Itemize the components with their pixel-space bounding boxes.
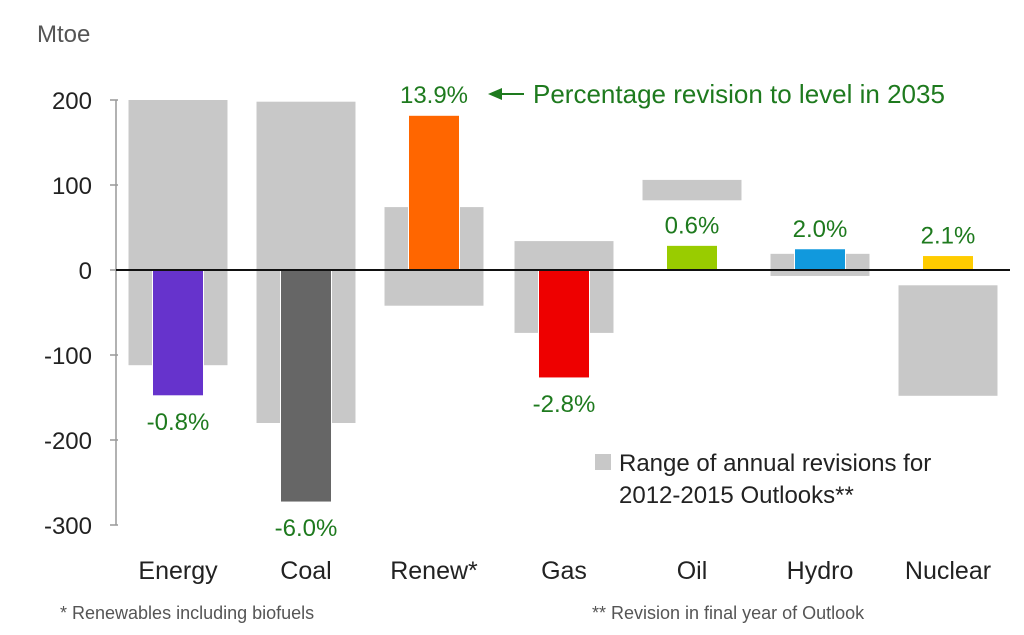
legend-text-line-1: Range of annual revisions for <box>619 450 931 477</box>
y-axis-ticks: 200 100 0 -100 -200 -300 <box>44 88 118 540</box>
chart: Mtoe 200 100 0 -100 -200 -300 -0.8% -6.0% 13.9%… <box>37 21 1010 585</box>
pct-label-nuclear: 2.1% <box>921 223 976 250</box>
annotation-arrow-head <box>488 88 502 100</box>
category-labels: Energy Coal Renew* Gas Oil Hydro Nuclear <box>138 557 991 585</box>
range-bar-nuclear <box>898 285 998 396</box>
y-tick-label-5: -300 <box>44 513 92 540</box>
category-label-energy: Energy <box>138 557 218 585</box>
axes <box>115 100 1010 525</box>
y-tick-label-2: 0 <box>79 258 92 285</box>
category-label-coal: Coal <box>280 557 331 585</box>
y-tick-label-4: -200 <box>44 428 92 455</box>
bar-renew <box>408 114 460 271</box>
y-tick-label-1: 100 <box>52 173 92 200</box>
pct-label-energy: -0.8% <box>147 409 210 436</box>
category-label-oil: Oil <box>677 557 708 585</box>
percentage-labels: -0.8% -6.0% 13.9% -2.8% 0.6% 2.0% 2.1% <box>147 82 976 542</box>
bar-hydro <box>794 248 846 271</box>
y-tick-label-3: -100 <box>44 343 92 370</box>
pct-label-hydro: 2.0% <box>793 216 848 243</box>
bar-gas <box>538 269 590 379</box>
annotation: Percentage revision to level in 2035 <box>488 79 945 109</box>
legend: Range of annual revisions for 2012-2015 … <box>595 450 931 509</box>
category-label-gas: Gas <box>541 557 587 585</box>
category-label-renew: Renew* <box>390 557 478 585</box>
footnote-renewables: * Renewables including biofuels <box>60 603 315 623</box>
pct-label-oil: 0.6% <box>665 212 720 239</box>
legend-text-line-2: 2012-2015 Outlooks** <box>619 482 854 509</box>
pct-label-gas: -2.8% <box>533 391 596 418</box>
range-bar-oil <box>642 179 742 201</box>
y-tick-label-0: 200 <box>52 88 92 115</box>
pct-label-coal: -6.0% <box>275 515 338 542</box>
bar-nuclear <box>922 255 974 271</box>
annotation-text: Percentage revision to level in 2035 <box>533 79 945 109</box>
bar-coal <box>280 269 332 503</box>
pct-label-renew: 13.9% <box>400 82 468 109</box>
legend-swatch <box>595 454 611 470</box>
y-unit-label: Mtoe <box>37 21 90 48</box>
category-label-hydro: Hydro <box>787 557 854 585</box>
bar-oil <box>666 244 718 271</box>
bar-energy <box>152 269 204 397</box>
revision-bars <box>152 114 974 503</box>
category-label-nuclear: Nuclear <box>905 557 991 585</box>
footnote-revision: ** Revision in final year of Outlook <box>592 603 865 623</box>
